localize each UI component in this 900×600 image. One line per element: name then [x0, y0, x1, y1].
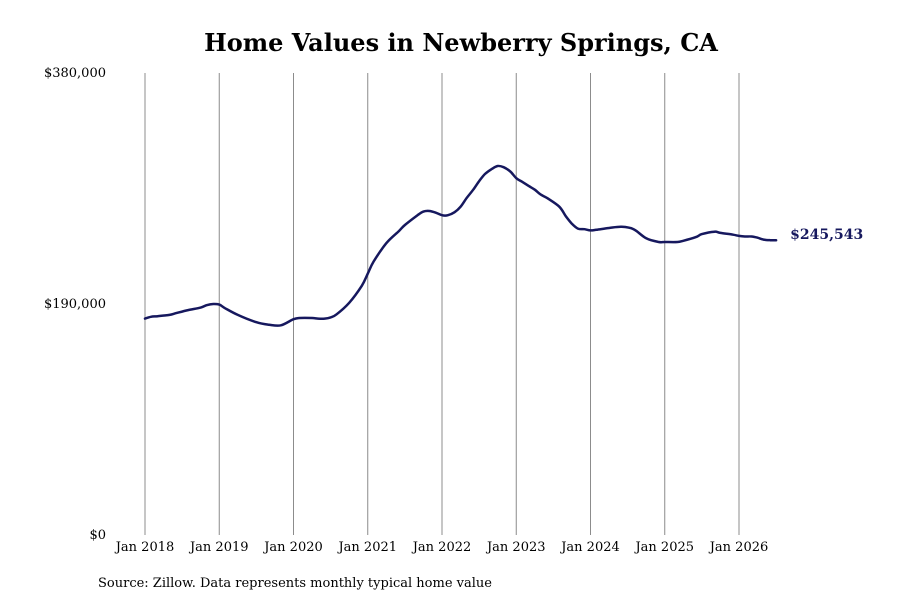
x-tick-label: Jan 2025: [633, 540, 694, 555]
x-tick-label: Jan 2019: [188, 540, 249, 555]
home-value-line: [143, 164, 778, 327]
y-axis-ticks: $0 $190,000 $380,000: [44, 66, 106, 543]
chart-title: Home Values in Newberry Springs, CA: [204, 28, 718, 57]
y-tick-label: $380,000: [44, 66, 106, 81]
y-tick-label: $0: [89, 528, 106, 543]
x-tick-label: Jan 2023: [485, 540, 546, 555]
x-tick-label: Jan 2021: [336, 540, 397, 555]
x-tick-label: Jan 2022: [411, 540, 472, 555]
y-tick-label: $190,000: [44, 297, 106, 312]
x-tick-label: Jan 2024: [559, 540, 620, 555]
x-tick-label: Jan 2018: [114, 540, 175, 555]
vertical-gridlines: [144, 73, 740, 535]
latest-value-label: $245,543: [790, 227, 863, 243]
x-axis-ticks: Jan 2018 Jan 2019 Jan 2020 Jan 2021 Jan 2022…: [114, 540, 769, 555]
x-tick-label: Jan 2026: [708, 540, 769, 555]
source-note: Source: Zillow. Data represents monthly …: [98, 576, 492, 591]
x-tick-label: Jan 2020: [262, 540, 323, 555]
